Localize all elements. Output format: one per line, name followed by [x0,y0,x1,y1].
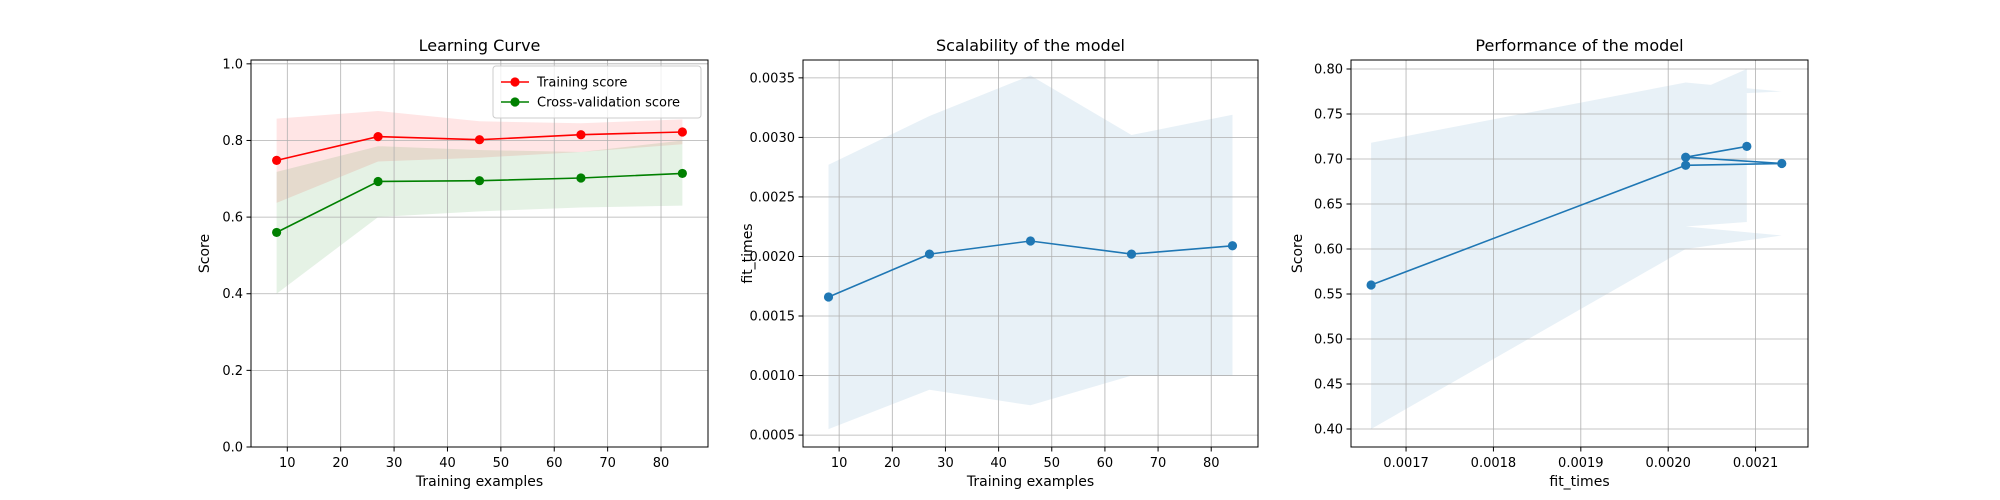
data-point [576,173,586,183]
data-point [1227,241,1238,251]
data-point [1681,160,1691,170]
x-axis-label: Training examples [415,474,543,490]
data-point [924,249,935,259]
x-axis-label: Training examples [966,474,1094,490]
y-tick-label: 0.8 [222,134,243,149]
x-tick-label: 0.0019 [1558,456,1604,471]
data-point [373,176,383,187]
plot-area [803,60,1258,447]
x-tick-label: 30 [386,456,403,471]
confidence-band-0 [828,75,1233,430]
x-tick-label: 30 [937,456,954,471]
y-tick-label: 0.0030 [750,131,796,146]
data-point [1742,141,1752,151]
axes-frame [1350,59,1809,448]
y-axis-label: fit_times [740,223,756,283]
plot-area [251,60,708,448]
data-point [1025,236,1036,246]
data-point [823,292,834,302]
chart-title: Performance of the model [1475,36,1683,55]
y-tick-label: 0.0010 [750,369,796,384]
y-tick-label: 0.60 [1314,243,1343,258]
x-tick-label: 0.0017 [1383,456,1429,471]
data-point [373,132,383,142]
y-tick-label: 0.80 [1314,63,1343,78]
y-tick-label: 0.0025 [750,190,796,205]
data-point [1126,249,1137,259]
scalability-panel: Scalability of the model Training exampl… [740,36,1259,490]
y-tick-label: 0.0 [222,441,243,456]
data-point [677,168,687,179]
y-tick-label: 0.55 [1314,288,1343,303]
axes-frame [802,59,1259,448]
x-tick-label: 0.0021 [1733,456,1779,471]
y-tick-label: 0.0020 [750,250,796,265]
data-point [272,227,282,238]
legend-marker [510,97,520,107]
x-tick-label: 0.0018 [1471,456,1517,471]
x-tick-label: 10 [279,456,296,471]
chart-title: Learning Curve [419,36,541,55]
axes-frame [250,59,709,448]
x-tick-label: 0.0020 [1645,456,1691,471]
legend-label: Cross-validation score [537,96,680,111]
x-tick-label: 70 [599,456,616,471]
x-tick-label: 70 [1150,456,1167,471]
y-tick-label: 0.0015 [750,310,796,325]
x-axis-label: fit_times [1549,474,1609,490]
x-tick-label: 80 [1203,456,1220,471]
y-tick-label: 0.4 [222,287,243,302]
data-point [1681,152,1691,162]
x-tick-label: 60 [1097,456,1114,471]
y-tick-label: 1.0 [222,57,243,72]
data-point [677,127,687,137]
x-tick-label: 80 [653,456,670,471]
x-tick-label: 40 [439,456,456,471]
data-point [474,176,485,186]
x-tick-label: 60 [546,456,563,471]
x-tick-label: 50 [1043,456,1060,471]
y-tick-label: 0.45 [1314,378,1343,393]
y-tick-label: 0.70 [1314,153,1343,168]
x-tick-label: 10 [831,456,848,471]
x-tick-label: 40 [990,456,1007,471]
x-tick-label: 50 [493,456,510,471]
y-tick-label: 0.50 [1314,333,1343,348]
y-axis-label: Score [1290,234,1306,273]
y-axis-label: Score [197,234,213,273]
y-tick-label: 0.2 [222,364,243,379]
legend: Training score Cross-validation score [492,65,702,119]
legend-box [492,65,702,119]
data-point [1366,280,1376,290]
legend-marker [510,77,520,87]
plot-area [1351,60,1808,447]
learning-curve-panel: Learning Curve Training examples Score 1… [197,36,709,490]
y-tick-label: 0.0035 [750,71,796,86]
data-point [272,155,282,165]
data-point [576,130,586,140]
y-tick-label: 0.0005 [750,429,796,444]
y-tick-label: 0.40 [1314,423,1343,438]
data-point [1777,158,1787,169]
legend-label: Training score [536,76,627,91]
y-tick-label: 0.65 [1314,198,1343,213]
y-tick-label: 0.6 [222,211,243,226]
data-point [474,135,485,145]
y-tick-label: 0.75 [1314,108,1343,123]
x-tick-label: 20 [884,456,901,471]
performance-panel: Performance of the model fit_times Score… [1290,36,1809,490]
chart-title: Scalability of the model [936,36,1125,55]
x-tick-label: 20 [332,456,349,471]
